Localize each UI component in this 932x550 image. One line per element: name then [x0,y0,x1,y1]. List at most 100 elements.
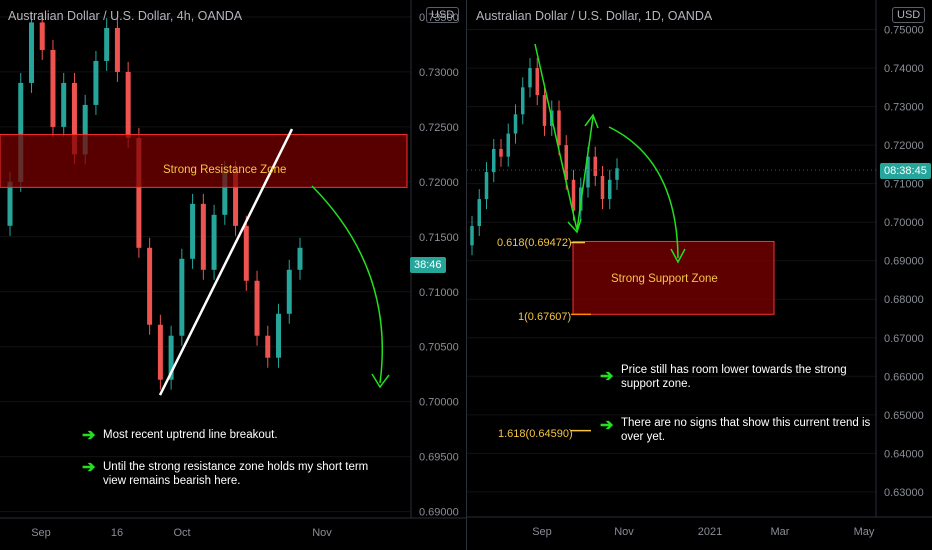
fib-label-0618: 0.618(0.69472) [497,237,572,249]
right-currency-button[interactable]: USD [892,7,926,23]
x-tick-label: 2021 [698,526,722,538]
candle-body [286,269,292,314]
candle-body [39,22,45,50]
candle-body [608,179,612,200]
candle-body [7,181,13,226]
candle-body [179,258,185,336]
left-chart-canvas[interactable]: 0.735000.730000.725000.720000.715000.710… [0,0,466,550]
candle-body [506,133,510,157]
candle-body [593,156,597,176]
candle-body [18,82,24,182]
candle-body [492,148,496,173]
candle-body [254,280,260,336]
y-tick-label: 0.69000 [419,507,459,519]
candle-body [297,247,303,270]
candle-body [571,179,576,211]
y-tick-label: 0.67000 [884,333,924,345]
fib-label-1618: 1.618(0.64590) [498,428,573,440]
support-zone-label: Strong Support Zone [611,273,718,285]
zigzag-arrow-head [584,113,599,129]
y-tick-label: 0.69500 [419,452,459,464]
left-chart-title: Australian Dollar / U.S. Dollar, 4h, OAN… [8,9,243,23]
y-tick-label: 0.65000 [884,410,924,422]
candle-body [104,27,110,61]
candle-body [477,199,481,227]
left-price-tag: 38:46 [410,257,446,273]
x-tick-label: May [854,526,875,538]
y-tick-label: 0.69000 [884,256,924,268]
green-arrow-icon: ➔ [82,427,96,444]
green-arrow-icon: ➔ [82,459,96,476]
projection-arrow [608,126,679,259]
candle-body [564,145,568,180]
candle-body [586,156,590,188]
candle-body [535,68,539,96]
right-chart-title: Australian Dollar / U.S. Dollar, 1D, OAN… [476,9,713,23]
left-note-2: Until the strong resistance zone holds m… [103,461,369,487]
right-note-1: Price still has room lower towards the s… [621,364,847,390]
candle-body [542,95,547,126]
projection-arrow-head [371,373,390,389]
projection-arrow [311,185,384,384]
candle-body [499,148,503,157]
x-tick-label: Nov [614,526,634,538]
candle-body [125,71,131,138]
zigzag-arrow [534,43,594,231]
resistance-zone-label: Strong Resistance Zone [163,164,287,176]
candle-body [484,172,489,200]
candle-body [71,82,77,155]
fib-label-1: 1(0.67607) [518,311,572,323]
green-arrow-icon: ➔ [600,368,614,385]
y-tick-label: 0.74000 [884,63,924,75]
green-arrow-icon: ➔ [600,417,614,434]
candle-body [82,104,88,155]
y-tick-label: 0.72500 [419,122,459,134]
y-tick-label: 0.72000 [419,177,459,189]
right-note-2: There are no signs that show this curren… [621,417,871,443]
candle-body [521,87,525,115]
right-chart-pane[interactable]: 0.75000 0.74000 0.73000 0.72000 0.71000 0.700… [467,0,932,550]
left-note-1: Most recent uptrend line breakout. [103,429,278,441]
candle-body [28,22,34,83]
candle-body [168,335,174,380]
candle-body [114,27,120,72]
y-tick-label: 0.70500 [419,342,459,354]
candle-body [470,226,474,246]
x-tick-label: Nov [312,527,332,539]
candle-body [190,203,196,259]
right-price-tag: 08:38:45 [880,163,931,179]
y-tick-label: 0.63000 [884,487,924,499]
candle-body [513,114,518,134]
uptrend-line [158,128,294,396]
right-chart-canvas[interactable]: 0.75000 0.74000 0.73000 0.72000 0.71000 0.700… [467,0,932,550]
y-tick-label: 0.73000 [884,102,924,114]
x-tick-label: Sep [532,526,552,538]
y-tick-label: 0.70000 [419,397,459,409]
candle-body [157,324,163,380]
candle-body [600,175,605,200]
y-tick-label: 0.71000 [884,179,924,191]
y-tick-label: 0.70000 [884,217,924,229]
y-tick-label: 0.71500 [419,232,459,244]
y-tick-label: 0.73000 [419,67,459,79]
candle-body [615,168,619,180]
y-tick-label: 0.66000 [884,371,924,383]
y-tick-label: 0.72000 [884,140,924,152]
candle-body [276,313,282,358]
candle-body [557,110,561,146]
candle-body [222,170,228,215]
left-chart-pane[interactable]: 0.73500 0.73000 0.72500 0.72000 0.71500 0.710… [0,0,466,550]
candle-body [50,49,56,127]
candle-body [243,225,249,281]
pane-divider[interactable] [466,0,467,550]
candle-body [211,214,217,270]
candle-body [93,60,99,105]
y-tick-label: 0.75000 [884,25,924,37]
left-currency-button[interactable]: USD [426,7,460,23]
candle-body [200,203,206,270]
candle-body [61,82,67,127]
y-tick-label: 0.68000 [884,294,924,306]
candle-body [528,68,532,88]
projection-arrow-head [670,248,686,264]
candle-body [233,170,239,226]
